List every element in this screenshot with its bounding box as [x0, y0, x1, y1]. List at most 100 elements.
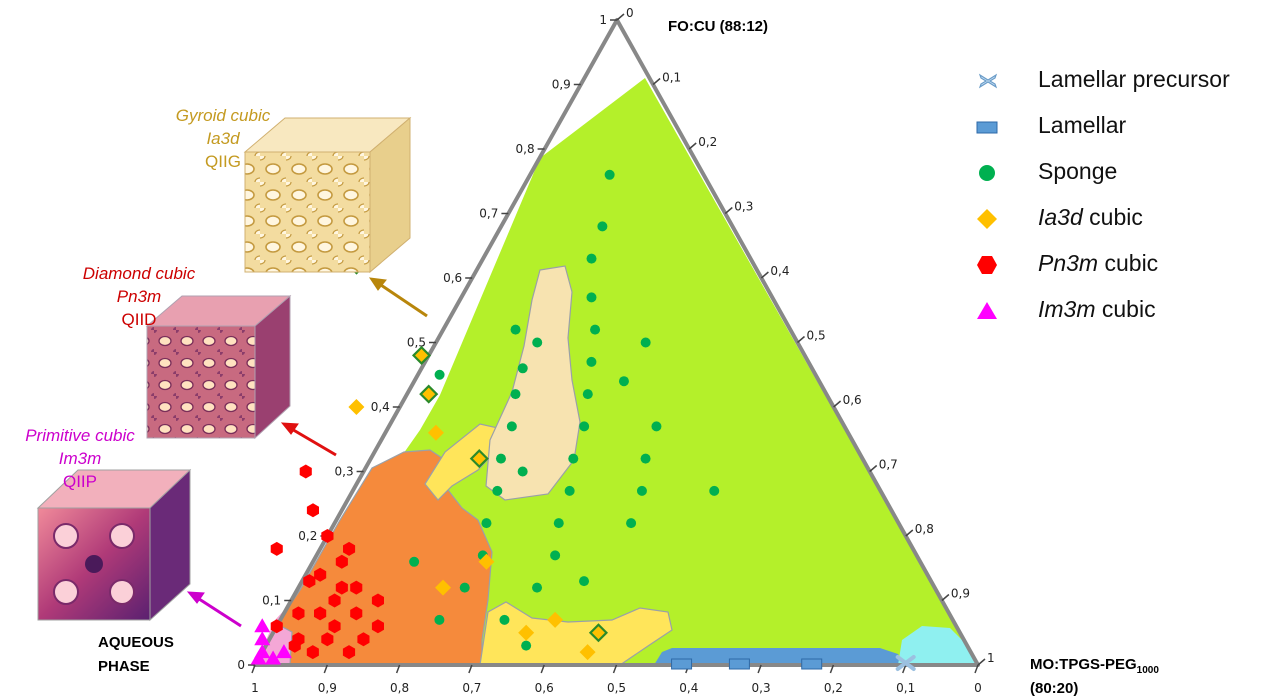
sponge-point: [459, 582, 470, 593]
primitive-label: Primitive cubic Im3m QIIP: [10, 424, 150, 493]
sponge-point: [553, 518, 564, 529]
pn3m-point: [303, 574, 316, 589]
bottom-tick-label: 0,9: [318, 681, 337, 695]
left-tick-label: 0,9: [552, 78, 571, 92]
left-vertex-label-line2: PHASE: [98, 658, 150, 675]
sponge-point: [550, 550, 561, 561]
sponge-point: [517, 363, 528, 374]
pn3m-point: [350, 580, 363, 595]
bottom-tick-label: 0,2: [824, 681, 843, 695]
sponge-point: [597, 221, 608, 232]
sponge-point: [590, 324, 601, 335]
bottom-tick-label: 0,4: [679, 681, 698, 695]
legend-item-im3m: Im3m cubic: [975, 292, 1285, 332]
pn3m-point: [270, 619, 283, 634]
ia3d-point: [547, 611, 564, 628]
legend-item-ia3d: Ia3d cubic: [975, 200, 1285, 240]
right-axis-tick: [833, 400, 842, 408]
sponge-point: [626, 518, 637, 529]
sponge-point: [521, 640, 532, 651]
pn3m-point: [288, 638, 301, 653]
right-tick-label: 0,3: [734, 200, 753, 214]
sponge-point: [568, 453, 579, 464]
left-tick-label: 0,6: [443, 271, 462, 285]
pn3m-point: [299, 464, 312, 479]
legend-item-lamellar: Lamellar: [975, 108, 1285, 148]
bottom-axis-tick: [323, 664, 329, 674]
ia3d-point: [348, 399, 365, 415]
legend-label: Lamellar precursor: [1038, 66, 1230, 92]
ia3d-sponge-point: [419, 384, 439, 404]
sponge-point: [532, 582, 543, 593]
im3m-point: [275, 644, 292, 659]
primitive-group: Im3m: [58, 449, 102, 468]
sponge-point: [517, 466, 528, 477]
diamond-group: Pn3m: [116, 287, 162, 306]
gyroid-group: Ia3d: [206, 129, 240, 148]
ia3d-sponge-point: [469, 449, 489, 469]
right-tick-label: 0,9: [951, 587, 970, 601]
sponge-point: [709, 485, 720, 496]
sponge-point: [651, 421, 662, 432]
sponge-point: [604, 169, 615, 180]
pn3m-point: [342, 645, 356, 660]
left-tick-label: 0,8: [516, 142, 535, 156]
bottom-tick-label: 0,8: [390, 681, 409, 695]
im3m-triangle-icon: [977, 302, 997, 319]
bottom-axis-tick: [829, 664, 835, 674]
top-vertex-label: FO:CU (88:12): [668, 18, 768, 35]
gyroid-arrow: [368, 277, 428, 318]
pn3m-hexagon-icon: [977, 256, 997, 274]
right-axis-tick: [688, 142, 697, 150]
sponge-point: [586, 292, 597, 303]
right-axis-tick: [977, 658, 986, 666]
pn3m-point: [270, 541, 283, 556]
ia3d-point: [427, 424, 444, 441]
ia3d-point: [518, 624, 535, 641]
diamond-name: Diamond cubic: [82, 264, 196, 283]
sponge-point: [434, 614, 445, 625]
left-vertex-label-line1: AQUEOUS: [98, 634, 174, 651]
sponge-point: [586, 253, 597, 264]
right-tick-label: 1: [987, 651, 995, 665]
sponge-point: [579, 576, 590, 587]
pn3m-point: [335, 580, 348, 595]
sponge-point: [532, 337, 543, 348]
lamellar-point: [801, 658, 823, 670]
right-axis-tick: [905, 529, 914, 537]
right-tick-label: 0,2: [698, 135, 717, 149]
pn3m-point: [371, 619, 384, 634]
pn3m-point: [306, 503, 319, 518]
pn3m-point: [357, 632, 370, 647]
diamond-label: Diamond cubic Pn3m QIID: [80, 262, 198, 331]
ia3d-point: [435, 579, 452, 596]
sponge-point: [510, 324, 521, 335]
bottom-axis-tick: [612, 664, 618, 674]
sponge-point: [499, 614, 510, 625]
lamellar-precursor-cross-icon: [978, 73, 998, 89]
right-tick-label: 0,8: [915, 522, 934, 536]
right-axis-tick: [724, 206, 733, 215]
pn3m-point: [328, 593, 341, 608]
left-tick-label: 0,1: [262, 594, 281, 608]
pn3m-point: [306, 645, 319, 660]
legend-item-lamellar-precursor: Lamellar precursor: [975, 62, 1285, 102]
right-tick-label: 0: [626, 6, 634, 20]
sponge-point: [481, 518, 492, 529]
right-tick-label: 0,4: [770, 264, 789, 278]
sponge-point: [640, 453, 651, 464]
diamond-code: QIID: [121, 310, 157, 329]
left-tick-label: 0,5: [407, 336, 426, 350]
gyroid-label: Gyroid cubic Ia3d QIIG: [168, 104, 278, 173]
ia3d-point: [579, 644, 596, 661]
bottom-axis-tick: [468, 664, 473, 674]
right-axis-tick: [941, 593, 950, 602]
sponge-point: [510, 389, 521, 400]
sponge-point: [582, 389, 593, 400]
left-tick-label: 1: [599, 13, 607, 27]
pn3m-point: [314, 606, 327, 621]
bottom-tick-label: 0,5: [607, 681, 626, 695]
pn3m-point: [350, 606, 363, 621]
pn3m-point: [335, 554, 348, 569]
right-vertex-ratio: (80:20): [1030, 680, 1078, 696]
